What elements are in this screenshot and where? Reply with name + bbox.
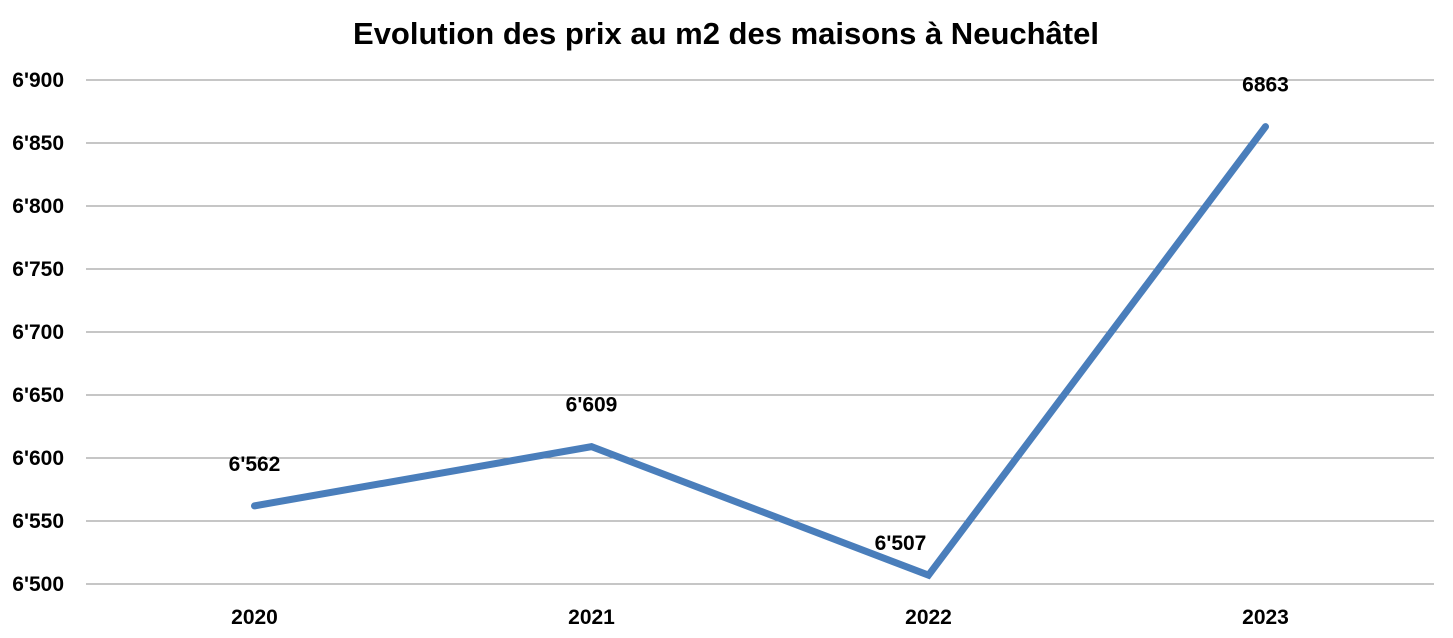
x-tick-label: 2020: [231, 606, 278, 629]
y-tick-label: 6'600: [12, 447, 64, 470]
data-label: 6'562: [229, 453, 281, 476]
data-label: 6863: [1242, 74, 1289, 97]
x-tick-label: 2022: [905, 606, 952, 629]
y-tick-label: 6'650: [12, 384, 64, 407]
y-tick-label: 6'850: [12, 132, 64, 155]
series-layer: [251, 123, 1269, 580]
x-axis-ticks: 2020 2021 2022 2023: [231, 606, 1289, 629]
y-tick-label: 6'900: [12, 69, 64, 92]
y-tick-label: 6'800: [12, 195, 64, 218]
y-tick-label: 6'500: [12, 573, 64, 596]
data-label: 6'507: [875, 532, 927, 555]
y-tick-label: 6'750: [12, 258, 64, 281]
gridlines: [86, 79, 1434, 585]
series-line: [251, 123, 1269, 580]
y-axis-ticks: 6'500 6'550 6'600 6'650 6'700 6'750 6'800 6'850…: [12, 69, 64, 596]
chart-title: Evolution des prix au m2 des maisons à N…: [353, 16, 1099, 51]
x-tick-label: 2021: [568, 606, 615, 629]
data-labels: 6'562 6'609 6'507 6863: [229, 74, 1289, 556]
y-tick-label: 6'550: [12, 510, 64, 533]
x-tick-label: 2023: [1242, 606, 1289, 629]
y-tick-label: 6'700: [12, 321, 64, 344]
data-label: 6'609: [566, 394, 618, 417]
